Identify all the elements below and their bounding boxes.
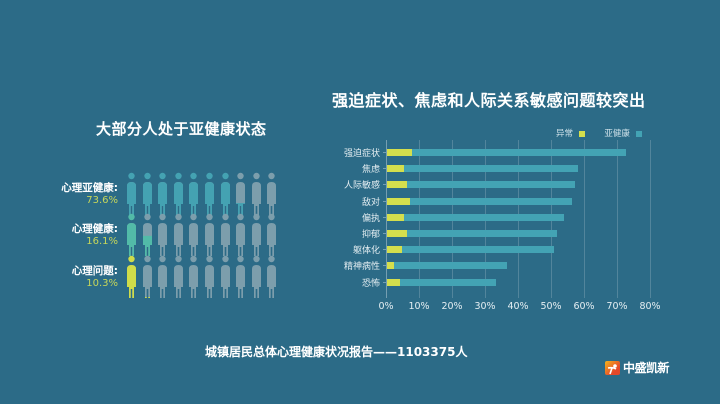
person-icon (235, 172, 246, 215)
category-label: 偏执 (361, 213, 380, 224)
row-percent: 16.1% (86, 236, 118, 247)
person-icon (251, 255, 262, 298)
category-label: 强迫症状 (343, 149, 380, 159)
row-label: 心理亚健康: (61, 182, 118, 194)
category-label: 人际敏感 (343, 181, 380, 192)
person-icon (157, 213, 168, 256)
person-icon (126, 172, 137, 215)
bar-abnormal (387, 165, 404, 173)
gridline (617, 140, 618, 298)
bar-abnormal (387, 262, 394, 270)
person-icon (220, 213, 231, 256)
gridline (584, 140, 585, 298)
gridline (386, 140, 387, 298)
gridline (650, 140, 651, 298)
person-icon (235, 255, 246, 298)
category-label: 抑郁 (361, 230, 380, 240)
logo-icon (605, 360, 620, 375)
bar-abnormal (387, 230, 407, 237)
person-icon (142, 255, 153, 298)
person-icon (157, 255, 168, 298)
chart-title: 强迫症状、焦虑和人际关系敏感问题较突出 (332, 91, 646, 110)
x-tick-label: 80% (639, 301, 661, 312)
person-icon (188, 255, 199, 298)
report-footer: 城镇居民总体心理健康状况报告——1103375人 (205, 345, 468, 359)
bar-subhealth (387, 197, 572, 205)
y-tick (383, 184, 386, 186)
bar-abnormal (387, 197, 411, 205)
x-tick-label: 0% (378, 301, 394, 312)
logo-text: 中盛凯新 (623, 361, 670, 375)
category-label: 敌对 (361, 197, 380, 208)
legend-subhealth-swatch (635, 130, 642, 137)
person-icon (266, 213, 277, 256)
person-icon (266, 172, 277, 215)
bar-subhealth (387, 230, 557, 237)
y-tick (383, 265, 386, 267)
person-icon (204, 255, 215, 298)
y-tick (383, 281, 386, 283)
person-icon (173, 213, 184, 256)
person-icon (204, 213, 215, 256)
person-icon (173, 172, 184, 215)
y-tick (383, 200, 386, 202)
person-icon (173, 255, 184, 298)
person-icon (188, 213, 199, 256)
bar-subhealth (387, 213, 564, 221)
person-icon (220, 172, 231, 215)
person-icon (157, 172, 168, 215)
x-tick-label: 30% (474, 301, 496, 312)
row-label: 心理健康: (71, 223, 118, 235)
row-percent: 73.6% (86, 195, 118, 206)
person-icon (142, 172, 153, 215)
row-label: 心理问题: (71, 265, 118, 277)
bar-subhealth (387, 181, 576, 189)
category-label: 精神病性 (343, 262, 380, 273)
bar-subhealth (387, 278, 496, 286)
bar-subhealth (387, 262, 508, 270)
x-tick-label: 10% (408, 301, 430, 312)
row-percent: 10.3% (86, 278, 118, 289)
person-icon (126, 255, 137, 298)
y-tick (383, 216, 386, 218)
bar-abnormal (387, 181, 407, 189)
y-tick (383, 152, 386, 153)
bar-abnormal (387, 278, 401, 286)
x-tick-label: 40% (507, 301, 529, 312)
bar-subhealth (387, 149, 627, 156)
category-label: 躯体化 (352, 246, 380, 257)
category-label: 焦虑 (361, 165, 380, 176)
person-icon (266, 255, 277, 298)
legend: 异常 亚健康 (556, 127, 642, 139)
person-icon (188, 172, 199, 215)
legend-abnormal-swatch (579, 130, 586, 137)
person-icon (126, 213, 137, 256)
category-label: 恐怖 (361, 278, 380, 289)
legend-subhealth-label: 亚健康 (604, 129, 630, 139)
bar-subhealth (387, 246, 554, 254)
bar-abnormal (387, 149, 412, 156)
person-icon (220, 255, 231, 298)
person-icon (235, 213, 246, 256)
x-tick-label: 60% (573, 301, 595, 312)
x-tick-label: 50% (540, 301, 562, 312)
bar-abnormal (387, 246, 402, 254)
left-panel-title: 大部分人处于亚健康状态 (96, 120, 267, 138)
legend-abnormal-label: 异常 (556, 129, 574, 139)
bar-abnormal (387, 213, 404, 221)
logo: 中盛凯新 (605, 359, 670, 376)
person-icon (251, 172, 262, 215)
x-tick-label: 70% (606, 301, 628, 312)
person-icon (204, 172, 215, 215)
person-icon (142, 213, 153, 256)
y-tick (383, 168, 386, 170)
person-icon (251, 213, 262, 256)
bar-subhealth (387, 165, 579, 173)
y-tick (383, 233, 386, 234)
x-tick-label: 20% (441, 301, 463, 312)
y-tick (383, 249, 386, 251)
